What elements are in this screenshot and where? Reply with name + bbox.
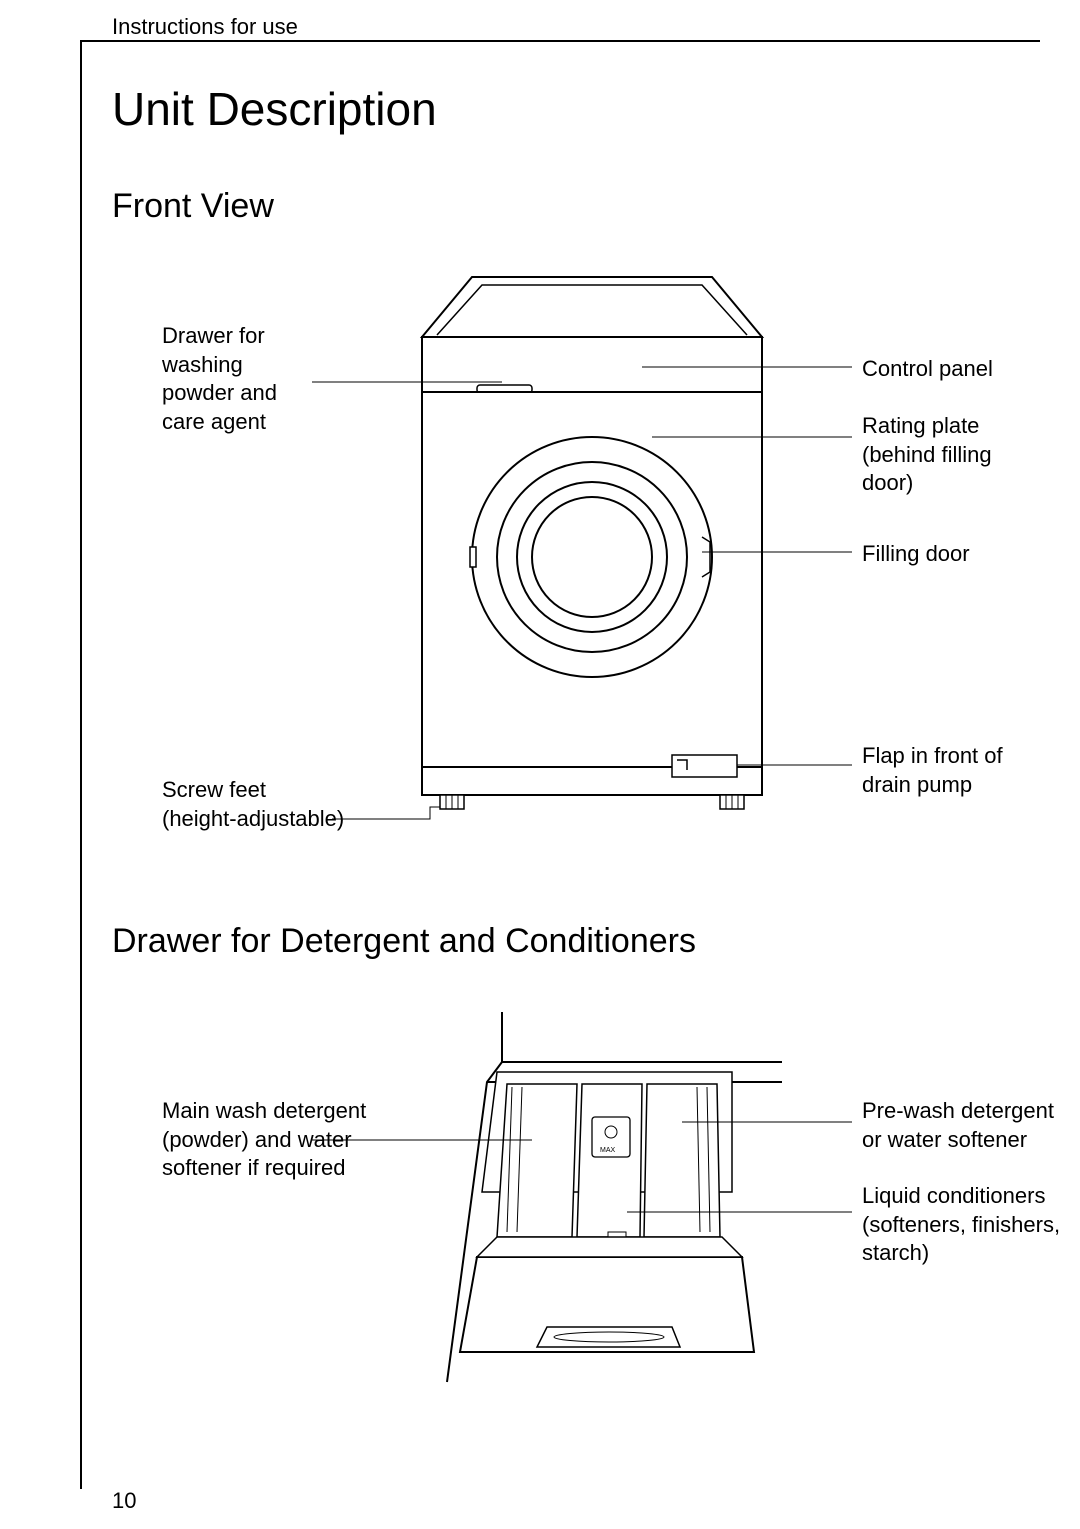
label-screw-feet: Screw feet (height-adjustable) (162, 776, 344, 833)
label-filling-door: Filling door (862, 540, 970, 569)
header-running-title: Instructions for use (112, 14, 298, 40)
figure-drawer: MAX (382, 1012, 802, 1412)
label-main-wash: Main wash detergent (powder) and water s… (162, 1097, 366, 1183)
label-liquid: Liquid conditioners (softeners, finisher… (862, 1182, 1060, 1268)
section-drawer: Drawer for Detergent and Conditioners (112, 922, 696, 961)
label-flap: Flap in front of drain pump (862, 742, 1003, 799)
figure-front-view: AEG (392, 267, 792, 857)
page-frame: Instructions for use Unit Description Fr… (80, 40, 1040, 1489)
washing-machine-svg: AEG (392, 267, 792, 857)
page-title: Unit Description (112, 82, 437, 136)
svg-text:MAX: MAX (600, 1147, 616, 1154)
label-pre-wash: Pre-wash detergent or water softener (862, 1097, 1054, 1154)
label-drawer: Drawer for washing powder and care agent (162, 322, 277, 436)
page-number: 10 (112, 1488, 136, 1514)
section-front-view: Front View (112, 187, 274, 226)
drawer-svg: MAX (382, 1012, 802, 1412)
label-rating-plate: Rating plate (behind filling door) (862, 412, 992, 498)
label-control-panel: Control panel (862, 355, 993, 384)
